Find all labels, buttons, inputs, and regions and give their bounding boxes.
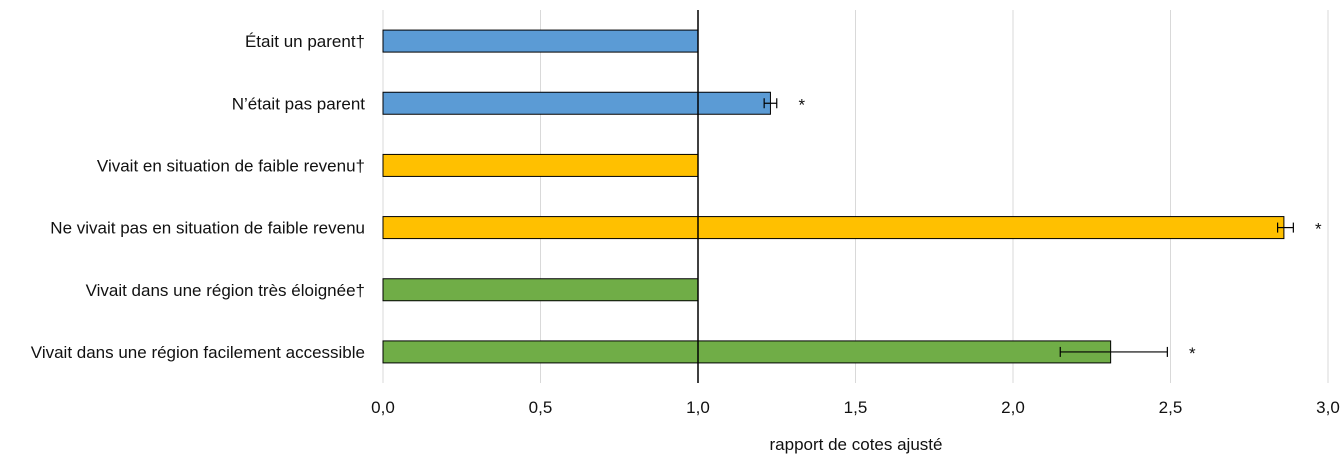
bar: [382, 216, 1285, 240]
x-tick-label: 0,0: [371, 398, 395, 417]
category-label: Était un parent†: [245, 32, 365, 51]
x-axis-title: rapport de cotes ajusté: [770, 435, 943, 454]
x-tick-label: 2,5: [1159, 398, 1183, 417]
bar: [382, 340, 1112, 364]
category-label: Vivait dans une région très éloignée†: [86, 281, 365, 300]
x-tick-label: 0,5: [529, 398, 553, 417]
gridlines: [382, 10, 1329, 383]
significance-star: *: [798, 95, 805, 114]
bar: [382, 278, 699, 302]
significance-star: *: [1189, 344, 1196, 363]
error-bars: [763, 98, 1294, 357]
x-tick-labels: 0,0 0,5 1,0 1,5 2,0 2,5 3,0: [371, 398, 1340, 417]
category-label: N’était pas parent: [232, 94, 366, 113]
bars: [382, 29, 1285, 364]
x-tick-label: 2,0: [1001, 398, 1025, 417]
category-labels: Était un parent† N’était pas parent Vivait…: [31, 32, 365, 362]
bar: [382, 29, 699, 53]
category-label: Ne vivait pas en situation de faible rev…: [50, 219, 365, 238]
significance-star: *: [1315, 220, 1322, 239]
bar: [382, 91, 771, 115]
x-tick-label: 1,0: [686, 398, 710, 417]
category-label: Vivait en situation de faible revenu†: [97, 156, 365, 175]
x-tick-label: 3,0: [1316, 398, 1340, 417]
category-label: Vivait dans une région facilement access…: [31, 343, 365, 362]
bar: [382, 153, 699, 177]
x-tick-label: 1,5: [844, 398, 868, 417]
significance-markers: * * *: [798, 95, 1322, 363]
